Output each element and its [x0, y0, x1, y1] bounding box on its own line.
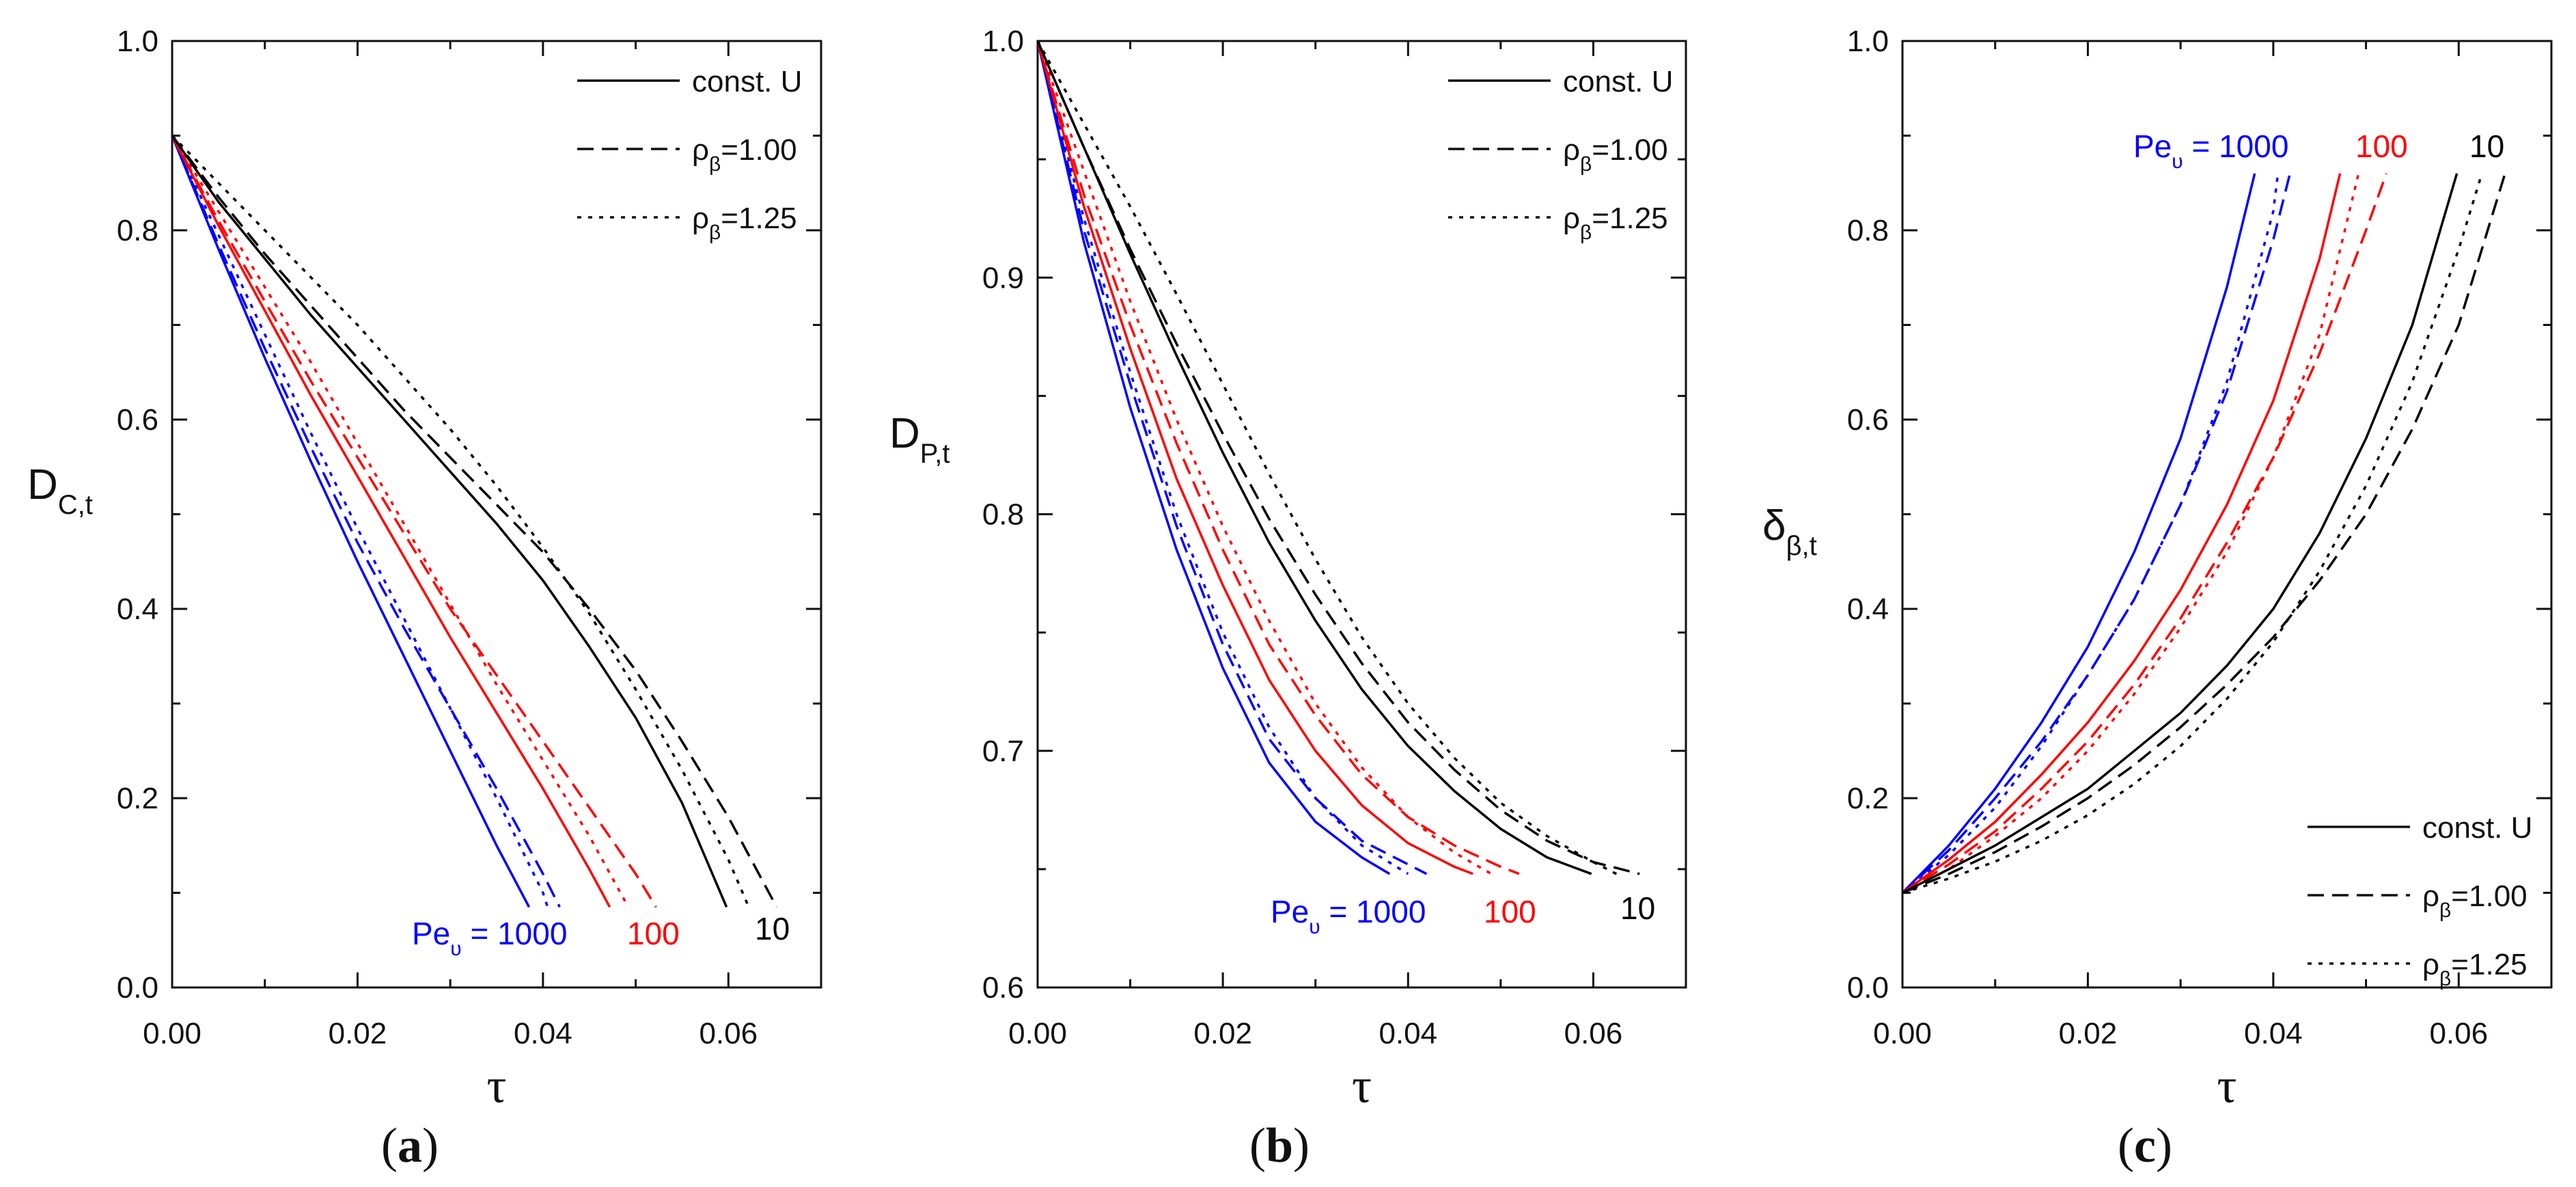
series-line — [1038, 41, 1618, 875]
series-line — [1902, 173, 2360, 895]
y-axis-title: δβ,t — [1762, 502, 1817, 561]
y-tick-label: 0.6 — [1847, 403, 1889, 437]
y-tick-label: 0.6 — [982, 971, 1024, 1005]
series-line — [1902, 173, 2388, 894]
y-tick-label: 0.0 — [1847, 971, 1889, 1005]
panel-b: 0.00 0.02 0.04 0.06 0.6 0.7 0.8 0.9 1.0 τ DP,t cons… — [889, 25, 1687, 1173]
y-tick-label: 1.0 — [117, 25, 158, 58]
series-line — [172, 135, 657, 908]
series-line — [1038, 41, 1592, 875]
series-line — [172, 135, 531, 908]
series-line — [172, 135, 561, 908]
pe-annotation: 100 — [1484, 894, 1536, 929]
x-tick-label: 0.00 — [1873, 1017, 1932, 1050]
y-tick-label: 0.6 — [117, 403, 158, 437]
legend-label: ρβ=1.00 — [1563, 133, 1668, 176]
x-tick-label: 0.06 — [2429, 1017, 2488, 1050]
series-line — [172, 135, 778, 908]
x-tick-label: 0.02 — [2059, 1017, 2118, 1050]
y-tick-label: 0.2 — [1847, 782, 1889, 815]
legend-label: const. U — [692, 65, 802, 98]
series-line — [172, 135, 611, 908]
y-tick-label: 0.4 — [117, 592, 158, 626]
series-line — [1902, 173, 2291, 894]
series-line — [1902, 173, 2483, 895]
y-tick-label: 0.7 — [982, 735, 1024, 768]
series-line — [1038, 41, 1473, 875]
series-line — [1902, 173, 2342, 894]
y-tick-label: 1.0 — [1847, 25, 1889, 58]
series-line — [172, 135, 728, 908]
series-line — [1038, 41, 1640, 875]
y-axis-title: DP,t — [889, 410, 950, 469]
pe-annotation: 100 — [627, 916, 680, 951]
legend-label: ρβ=1.00 — [2422, 879, 2527, 922]
pe-annotation: 100 — [2355, 128, 2408, 164]
legend-label: ρβ=1.00 — [692, 133, 797, 176]
x-axis-title: τ — [2217, 1059, 2237, 1113]
y-tick-label: 0.2 — [117, 782, 158, 815]
series-line — [1902, 173, 2506, 895]
y-axis-title: DC,t — [27, 461, 93, 520]
x-axis-title: τ — [1352, 1059, 1372, 1113]
y-tick-label: 0.8 — [117, 214, 158, 247]
legend-label: const. U — [1563, 65, 1673, 98]
series-line — [172, 135, 750, 908]
x-axis-title: τ — [487, 1059, 507, 1113]
pe-annotation: 10 — [1620, 890, 1655, 926]
series-line — [1038, 41, 1493, 875]
series-line — [1902, 173, 2459, 895]
y-tick-label: 0.0 — [117, 971, 158, 1005]
x-tick-label: 0.04 — [514, 1017, 572, 1050]
series-line — [1038, 41, 1428, 875]
series-line — [1038, 41, 1409, 875]
x-tick-label: 0.04 — [2244, 1017, 2303, 1050]
y-tick-label: 0.8 — [982, 498, 1024, 532]
y-tick-label: 0.8 — [1847, 214, 1889, 247]
legend-label: const. U — [2422, 811, 2532, 845]
panel-label: (a) — [381, 1118, 439, 1173]
x-tick-label: 0.06 — [1564, 1017, 1623, 1050]
series-line — [1038, 41, 1520, 875]
panel-label: (c) — [2118, 1118, 2172, 1173]
x-tick-label: 0.06 — [699, 1017, 758, 1050]
panel-label: (b) — [1249, 1118, 1310, 1173]
legend-label: ρβ=1.25 — [692, 202, 797, 244]
x-tick-label: 0.00 — [143, 1017, 202, 1050]
pe-annotation: Peυ = 1000 — [1271, 894, 1426, 938]
y-tick-label: 0.9 — [982, 261, 1024, 295]
pe-annotation: 10 — [755, 911, 790, 946]
x-tick-label: 0.02 — [1193, 1017, 1252, 1050]
series-line — [1902, 173, 2280, 894]
series-line — [172, 135, 630, 908]
panel-c: 0.00 0.02 0.04 0.06 0.0 0.2 0.4 0.6 0.8 1.0 τ δβ,t c… — [1762, 25, 2553, 1173]
x-tick-label: 0.02 — [329, 1017, 387, 1050]
legend-label: ρβ=1.25 — [2422, 948, 2527, 990]
pe-annotation: Peυ = 1000 — [412, 916, 567, 960]
y-tick-label: 0.4 — [1847, 592, 1889, 626]
series-line — [172, 135, 549, 908]
legend-label: ρβ=1.25 — [1563, 202, 1668, 244]
series-line — [1038, 41, 1391, 875]
panel-a: 0.00 0.02 0.04 0.06 0.0 0.2 0.4 0.6 0.8 1.0 τ DC,t c… — [27, 25, 822, 1173]
x-tick-label: 0.00 — [1008, 1017, 1067, 1050]
pe-annotation: Peυ = 1000 — [2133, 128, 2288, 173]
x-tick-label: 0.04 — [1379, 1017, 1437, 1050]
series-line — [1902, 173, 2256, 894]
pe-annotation: 10 — [2469, 128, 2504, 164]
y-tick-label: 1.0 — [982, 25, 1024, 58]
